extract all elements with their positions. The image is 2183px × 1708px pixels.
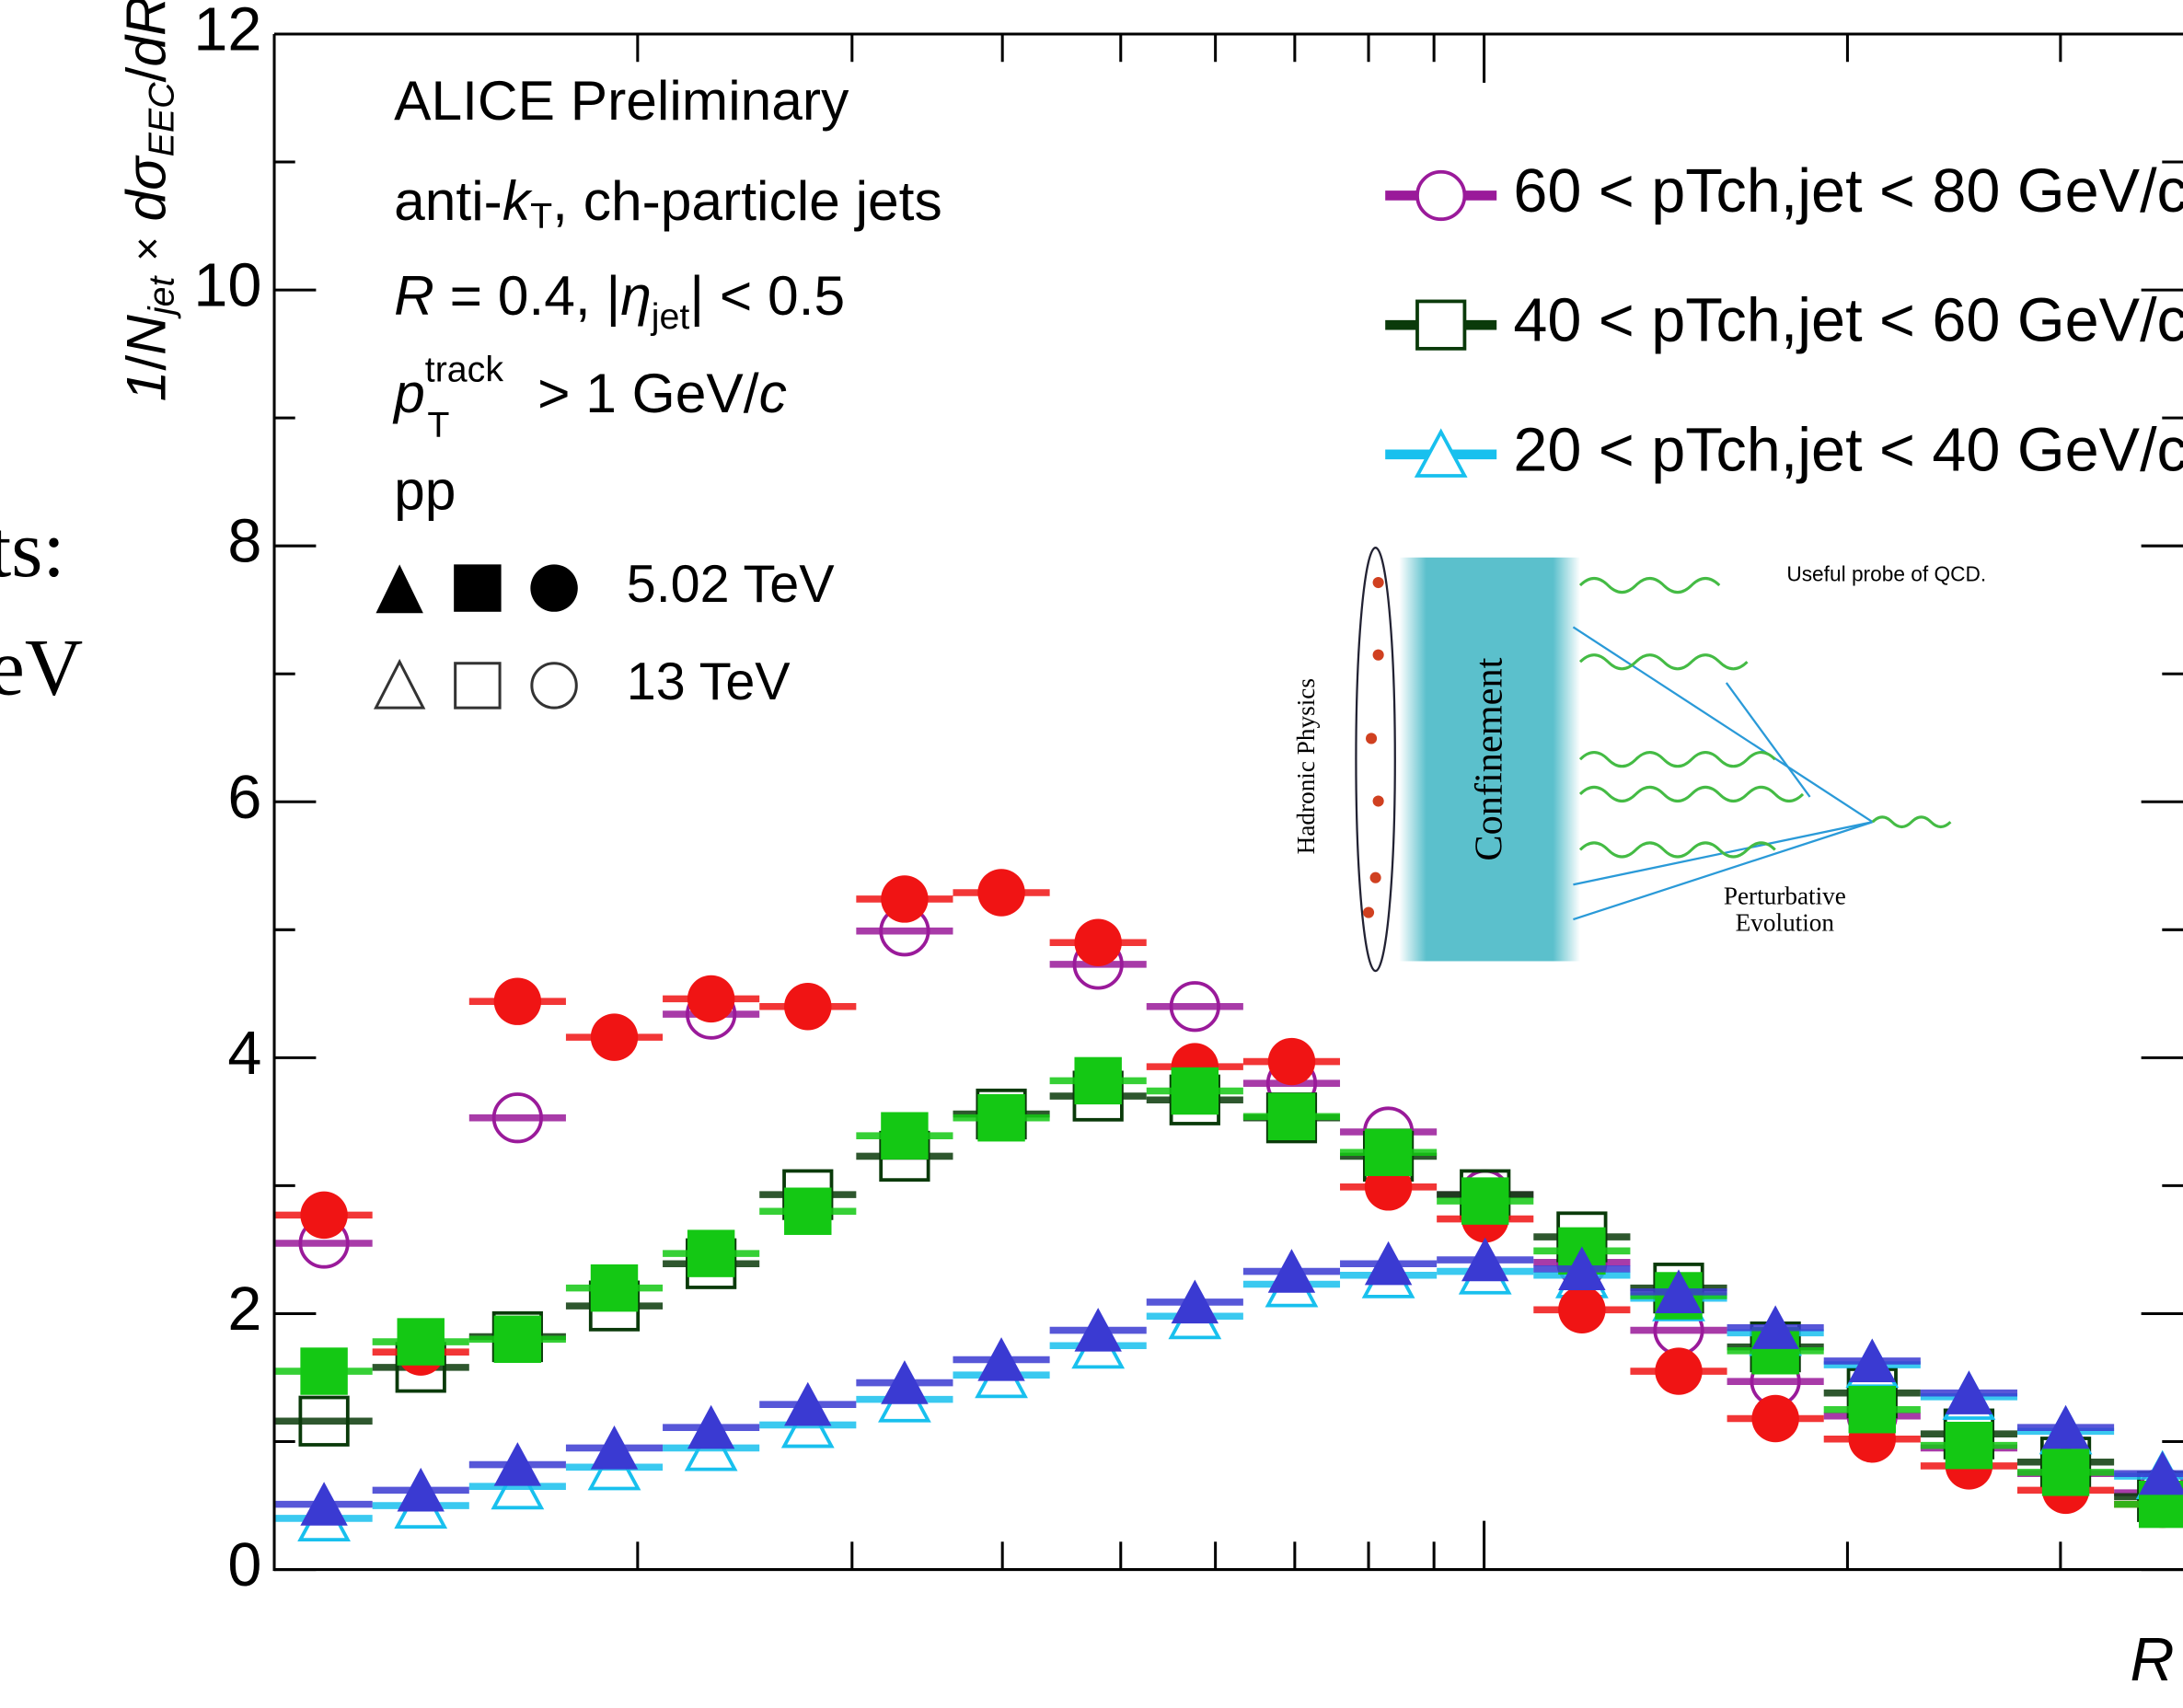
marker	[1655, 1347, 1702, 1394]
legend-label: 60 < pTch,jet < 80 GeV/c	[1513, 157, 2183, 225]
annotation-part: c	[759, 362, 787, 424]
legend-label: 40 < pTch,jet < 60 GeV/c	[1513, 287, 2183, 355]
marker	[398, 1318, 445, 1365]
inset-text: Perturbative	[1724, 883, 1846, 910]
annotation: pp	[394, 459, 456, 522]
marker	[1074, 919, 1121, 966]
y-label-part: ×	[123, 237, 170, 261]
annotation-part: jet	[651, 296, 690, 337]
annotation-part: η	[620, 264, 652, 327]
marker	[881, 875, 928, 922]
marker	[1461, 1177, 1508, 1224]
annotation-part: R	[394, 264, 434, 327]
marker	[300, 1347, 347, 1394]
y-label-part: 1	[114, 371, 177, 402]
marker	[784, 983, 831, 1030]
inset-text: Confinement	[1467, 657, 1510, 860]
marker	[881, 1112, 928, 1159]
annotation: ALICE Preliminary	[394, 69, 849, 132]
x-axis-label: R	[2131, 1626, 2175, 1694]
energy-label: 5.02 TeV	[627, 555, 835, 614]
annotation-part: anti-	[394, 169, 502, 232]
annotation-part: T	[427, 405, 449, 445]
marker	[494, 1316, 541, 1363]
y-label-part: jet	[142, 275, 182, 320]
y-tick-label: 6	[227, 764, 261, 832]
marker	[1558, 1287, 1605, 1333]
marker	[977, 1094, 1024, 1141]
inset-text: Useful probe of QCD.	[1786, 561, 1986, 585]
annotation-part: track	[425, 350, 504, 390]
marker	[784, 1188, 831, 1235]
marker	[591, 1013, 638, 1060]
marker	[494, 977, 541, 1024]
y-label-part: dR	[114, 0, 177, 67]
marker	[1365, 1129, 1412, 1176]
annotation-part: > 1 GeV/	[522, 362, 758, 424]
y-label-part: dσ	[114, 155, 177, 222]
marker	[1849, 1386, 1896, 1433]
y-tick-label: 4	[227, 1020, 261, 1088]
annotation: R = 0.4, |ηjet| < 0.5	[394, 264, 845, 338]
marker	[591, 1264, 638, 1311]
annotation-part: T	[530, 197, 552, 237]
inset-text: Hadronic Physics	[1292, 678, 1320, 854]
y-label-part: EEC	[142, 82, 182, 156]
marker	[2042, 1448, 2089, 1495]
marker	[300, 1192, 347, 1239]
marker	[1074, 1057, 1121, 1104]
y-tick-label: 0	[227, 1531, 261, 1599]
legend-marker	[1417, 172, 1464, 219]
background-text: ts:	[0, 504, 65, 594]
annotation-part: | < 0.5	[689, 264, 845, 327]
marker	[687, 1229, 734, 1276]
annotation-part: = 0.4, |	[434, 264, 620, 327]
y-axis-label: 1/Njet × dσEEC/dRL	[114, 0, 182, 401]
marker	[687, 975, 734, 1022]
marker	[1268, 1093, 1315, 1140]
marker	[1946, 1422, 1992, 1469]
marker	[1268, 1038, 1315, 1085]
marker	[977, 869, 1024, 916]
y-tick-label: 12	[193, 0, 261, 64]
energy-label: 13 TeV	[627, 652, 791, 711]
marker	[1172, 1068, 1219, 1114]
y-tick-label: 10	[193, 252, 261, 320]
marker	[1751, 1395, 1798, 1442]
chart: ts: eV 1/Njet × dσEEC/dRL R ALICE Prelim…	[0, 0, 2183, 1708]
legend-label: 20 < pTch,jet < 40 GeV/c	[1513, 416, 2183, 484]
background-text: eV	[0, 623, 83, 712]
annotation: anti-kT, ch-particle jets	[394, 169, 942, 237]
y-tick-label: 8	[227, 508, 261, 576]
y-tick-label: 2	[227, 1275, 261, 1344]
annotation-part: p	[392, 362, 425, 424]
inset-text: Evolution	[1736, 908, 1835, 936]
annotation-part: k	[502, 169, 533, 232]
annotation-part: , ch-particle jets	[552, 169, 942, 232]
legend-marker	[1417, 301, 1464, 348]
y-label-part: N	[114, 315, 177, 355]
